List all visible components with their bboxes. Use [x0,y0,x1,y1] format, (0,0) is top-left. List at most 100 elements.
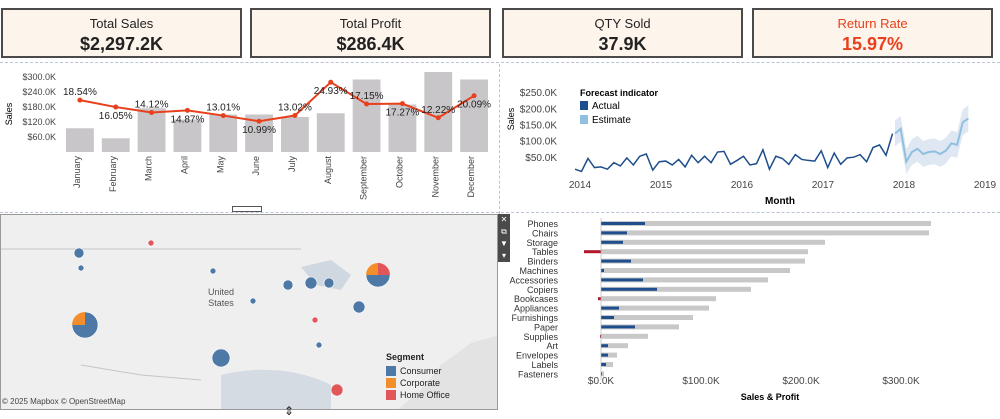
legend-item[interactable]: Corporate [386,377,450,389]
profit-bar [601,372,602,376]
profit-bar [601,278,643,282]
bar [460,79,488,152]
legend-swatch [580,115,588,124]
line-point [292,113,298,119]
kpi-title: Return Rate [837,16,908,31]
bar [137,108,166,152]
category-label: Paper [534,322,558,332]
map-label: United [208,287,235,297]
data-label: 17.27% [385,108,419,119]
profit-bar [601,316,614,319]
profit-bar [601,344,608,348]
profit-bar [601,269,604,272]
profit-bar [601,240,623,244]
profit-bar [601,353,608,357]
resize-handle[interactable] [232,206,262,212]
map-marker [311,316,319,324]
subcategory-sales-profit-chart[interactable]: PhonesChairsStorageTablesBindersMachines… [500,214,1000,410]
data-label: 12.22% [421,105,455,116]
y-tick-label: $100.0K [520,137,558,148]
drag-cursor-icon: ⇕ [284,404,295,418]
sales-bar [601,286,751,292]
profit-bar [601,231,627,235]
x-tick-label: August [323,156,333,185]
x-tick-label: June [251,156,261,176]
kpi-total-sales[interactable]: Total Sales $2,297.2K [1,8,242,58]
return-rate-line [79,80,475,123]
map-attribution[interactable]: © 2025 Mapbox © OpenStreetMap [2,397,126,406]
profit-bar [600,334,601,338]
legend-swatch [580,101,588,110]
popout-icon[interactable]: ⧉ [501,227,507,236]
close-icon[interactable]: ✕ [500,215,508,224]
data-label: 14.87% [170,114,204,125]
profit-bar [601,287,657,291]
kpi-return-rate[interactable]: Return Rate 15.97% [752,8,993,58]
x-tick-label: October [394,156,404,188]
legend-title: Forecast indicator [580,88,659,98]
sales-bar [601,352,617,358]
profit-bar [601,363,606,366]
map-marker [209,267,217,275]
line-point [149,109,155,115]
sales-bar [601,371,604,377]
x-tick-label: 2017 [812,180,835,191]
sales-bar [601,230,929,236]
x-tick-label: 2015 [650,180,673,191]
sales-bar [601,362,613,367]
legend-label: Corporate [400,378,441,388]
y-tick-label: $120.0K [22,117,56,127]
x-tick-label: 2019 [974,180,997,191]
profit-bar [601,325,635,329]
sales-bar [601,333,648,339]
estimate-line [894,117,969,165]
x-tick-label: February [108,156,118,193]
legend-item[interactable]: Consumer [386,365,450,377]
x-tick-label: 2014 [569,180,592,191]
kpi-qty-sold[interactable]: QTY Sold 37.9K [502,8,743,58]
bar [66,128,94,152]
kpi-title: Total Profit [339,16,402,31]
data-label: 24.93% [314,86,348,97]
filter-icon[interactable]: ▼ [500,239,508,248]
category-label: Chairs [532,228,559,238]
chevron-down-icon[interactable]: ▾ [501,251,506,260]
y-tick-label: $300.0K [22,72,56,82]
sales-bar [601,324,679,330]
divider [0,212,1000,213]
legend-label: Actual [592,101,620,112]
map-marker [366,263,378,275]
y-tick-label: $180.0K [22,102,56,112]
monthly-sales-return-chart[interactable]: Sales $300.0K $240.0K $180.0K $120.0K $60.0K J… [0,64,498,212]
bar [316,113,345,152]
data-label: 14.12% [135,99,169,110]
map-toolbar[interactable]: ✕ ⧉ ▼ ▾ [498,214,510,262]
divider [0,62,1000,63]
x-tick-label: $100.0K [682,376,720,387]
segment-legend[interactable]: Segment Consumer Corporate Home Office [386,352,450,401]
bar [101,138,130,152]
data-label: 13.02% [278,103,312,114]
map-marker [304,276,318,290]
sales-map[interactable]: United States [0,214,498,410]
map-label: States [208,298,234,308]
data-label: 18.54% [63,87,97,98]
kpi-value: $286.4K [336,34,405,54]
sales-bar [601,221,931,226]
y-tick-label: $60.0K [27,132,56,142]
line-point [77,97,83,103]
border-line [80,364,202,381]
map-label-country: United States [208,287,234,309]
legend-item[interactable]: Home Office [386,389,450,401]
land-shape [1,215,497,409]
map-marker [73,247,85,259]
kpi-total-profit[interactable]: Total Profit $286.4K [250,8,491,58]
profit-bar [598,297,601,301]
map-marker [323,277,335,289]
x-axis-label: Sales & Profit [741,392,800,402]
line-point [328,79,334,85]
sales-bar [601,296,716,302]
x-tick-label: $0.0K [588,376,614,387]
data-label: 17.15% [350,91,384,102]
sales-forecast-chart[interactable]: Sales $250.0K $200.0K $150.0K $100.0K $50.0K 2… [500,64,1000,212]
